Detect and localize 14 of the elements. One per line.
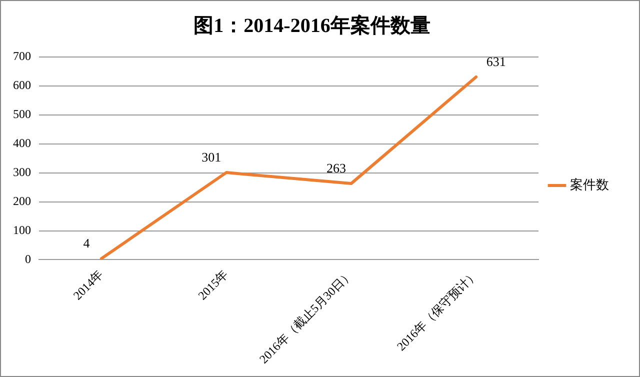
data-label: 263	[326, 160, 346, 176]
y-tick-label: 700	[13, 49, 31, 64]
data-label: 301	[202, 149, 222, 164]
y-tick-label: 600	[13, 78, 31, 92]
chart-title: 图1：2014-2016年案件数量	[194, 14, 430, 38]
data-label: 4	[83, 235, 90, 250]
y-tick-label: 200	[13, 194, 31, 208]
y-tick-label: 0	[25, 252, 31, 266]
y-tick-label: 400	[13, 136, 31, 150]
legend-label: 案件数	[570, 176, 609, 192]
y-tick-label: 300	[13, 165, 31, 179]
data-label: 631	[486, 54, 506, 69]
y-tick-label: 100	[13, 222, 31, 237]
y-tick-label: 500	[13, 107, 31, 122]
